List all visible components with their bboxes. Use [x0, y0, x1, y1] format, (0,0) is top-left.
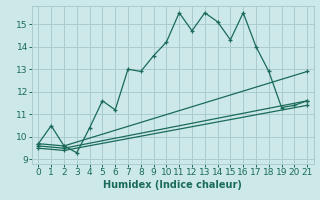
- X-axis label: Humidex (Indice chaleur): Humidex (Indice chaleur): [103, 180, 242, 190]
